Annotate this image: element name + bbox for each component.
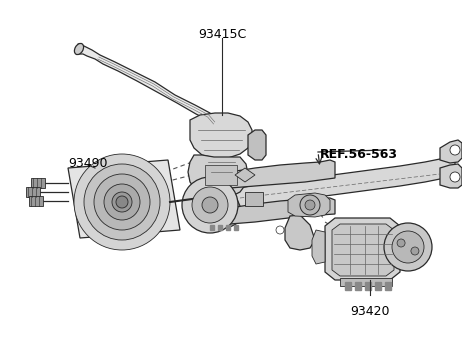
Text: 93415C: 93415C (198, 28, 246, 41)
Text: 93420: 93420 (350, 305, 390, 318)
Circle shape (192, 187, 228, 223)
Circle shape (116, 196, 128, 208)
Bar (245, 192, 263, 206)
Bar (340, 278, 392, 286)
Bar (26, 187, 40, 197)
Circle shape (305, 200, 315, 210)
Polygon shape (210, 160, 335, 192)
Circle shape (392, 231, 424, 263)
Bar (31, 178, 45, 188)
Circle shape (84, 164, 160, 240)
Polygon shape (288, 193, 330, 217)
Bar (210, 225, 214, 230)
Circle shape (94, 174, 150, 230)
Polygon shape (235, 168, 255, 182)
Bar (234, 225, 238, 230)
Polygon shape (190, 113, 252, 158)
Circle shape (397, 239, 405, 247)
Polygon shape (312, 230, 325, 264)
Polygon shape (210, 198, 335, 226)
Circle shape (276, 226, 284, 234)
Circle shape (450, 172, 460, 182)
Circle shape (74, 154, 170, 250)
Polygon shape (208, 155, 455, 215)
Ellipse shape (74, 43, 84, 54)
Circle shape (182, 177, 238, 233)
Polygon shape (68, 160, 180, 238)
Polygon shape (188, 155, 248, 198)
Text: 93490: 93490 (68, 157, 108, 170)
Circle shape (202, 197, 218, 213)
Bar (29, 196, 43, 206)
Text: REF.56-563: REF.56-563 (320, 148, 398, 161)
Bar (205, 165, 237, 185)
Polygon shape (248, 130, 266, 160)
Bar (226, 225, 230, 230)
Circle shape (384, 223, 432, 271)
Bar (375, 282, 381, 290)
Polygon shape (325, 218, 400, 280)
Circle shape (300, 195, 320, 215)
Polygon shape (285, 215, 315, 250)
Circle shape (450, 145, 460, 155)
Circle shape (104, 184, 140, 220)
Bar (355, 282, 361, 290)
Bar (345, 282, 351, 290)
Bar (385, 282, 391, 290)
Polygon shape (206, 196, 240, 228)
Circle shape (411, 247, 419, 255)
Polygon shape (332, 224, 394, 276)
Circle shape (112, 192, 132, 212)
Bar (365, 282, 371, 290)
Polygon shape (440, 140, 462, 163)
Bar (218, 225, 222, 230)
Polygon shape (77, 44, 216, 128)
Polygon shape (440, 164, 462, 188)
